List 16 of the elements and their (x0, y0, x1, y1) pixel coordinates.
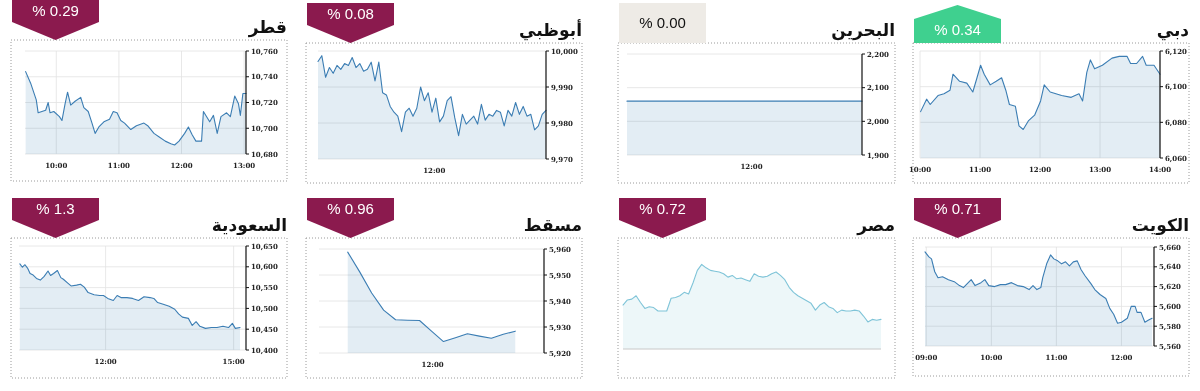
chart-title: أبوظبي (518, 19, 582, 41)
chart-title: قطر (247, 17, 287, 38)
chart-title: مسقط (523, 215, 582, 235)
text: % 0.71 (934, 200, 981, 217)
text: % 0.08 (327, 5, 374, 22)
text: % 0.29 (32, 2, 79, 19)
text: % 0.34 (934, 21, 981, 38)
text: % 1.3 (36, 200, 75, 217)
text: % 0.72 (639, 200, 686, 217)
chart-title: الكويت (1131, 215, 1189, 236)
text: % 0.00 (639, 14, 686, 31)
text: % 0.96 (327, 200, 374, 217)
chart-title: مصر (856, 215, 895, 236)
chart-title: السعودية (211, 215, 287, 236)
chart-title: دبي (1156, 20, 1190, 41)
chart-title: البحرين (831, 20, 895, 41)
